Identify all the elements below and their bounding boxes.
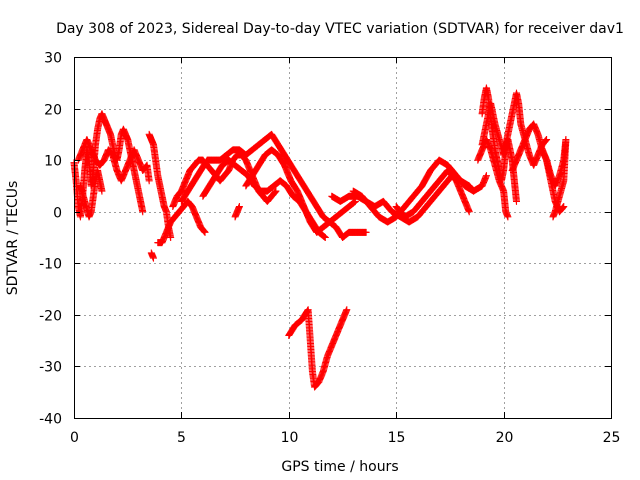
x-tick-label: 25	[603, 430, 621, 446]
data-point	[200, 228, 208, 236]
data-point	[542, 136, 550, 144]
data-point	[98, 187, 106, 195]
data-point	[271, 189, 279, 197]
y-tick-label: -30	[39, 360, 62, 376]
x-tick-label: 0	[70, 430, 79, 446]
data-point	[559, 203, 567, 211]
grid-lines	[74, 57, 611, 418]
data-point	[512, 197, 520, 205]
data-point	[465, 208, 473, 216]
data-point	[149, 254, 157, 262]
y-tick-label: 30	[44, 51, 62, 67]
data-point	[139, 208, 147, 216]
data-point	[504, 213, 512, 221]
data-point	[201, 228, 209, 236]
x-tick-label: 20	[496, 430, 514, 446]
data-point	[362, 228, 370, 236]
data-point	[560, 203, 568, 211]
x-tick-label: 15	[388, 430, 406, 446]
data-point	[235, 203, 243, 211]
y-tick-label: -10	[39, 257, 62, 273]
data-point	[145, 177, 153, 185]
x-tick-label: 10	[281, 430, 299, 446]
data-point	[271, 188, 279, 196]
x-tick-label: 5	[177, 430, 186, 446]
axis-ticks: 0 5 10 15 20 25 -40 -30 -20 -10 0 10 20 30	[39, 51, 620, 447]
y-tick-label: -40	[39, 412, 62, 428]
data-point	[559, 204, 567, 212]
data-point	[272, 187, 280, 195]
data-point	[200, 227, 208, 235]
x-axis-label: GPS time / hours	[281, 459, 398, 475]
data-point	[549, 213, 557, 221]
data-point	[482, 172, 490, 180]
y-tick-label: 0	[53, 206, 62, 222]
y-axis-label: SDTVAR / TECUs	[5, 181, 21, 296]
y-tick-label: 20	[44, 103, 62, 119]
y-tick-label: -20	[39, 309, 62, 325]
data-point	[321, 234, 329, 241]
data-point	[543, 136, 551, 144]
chart-title: Day 308 of 2023, Sidereal Day-to-day VTE…	[56, 21, 624, 37]
data-point	[167, 234, 175, 241]
scatter-points	[70, 84, 570, 391]
plot-frame	[74, 57, 612, 419]
data-point	[343, 306, 351, 314]
y-tick-label: 10	[44, 154, 62, 170]
